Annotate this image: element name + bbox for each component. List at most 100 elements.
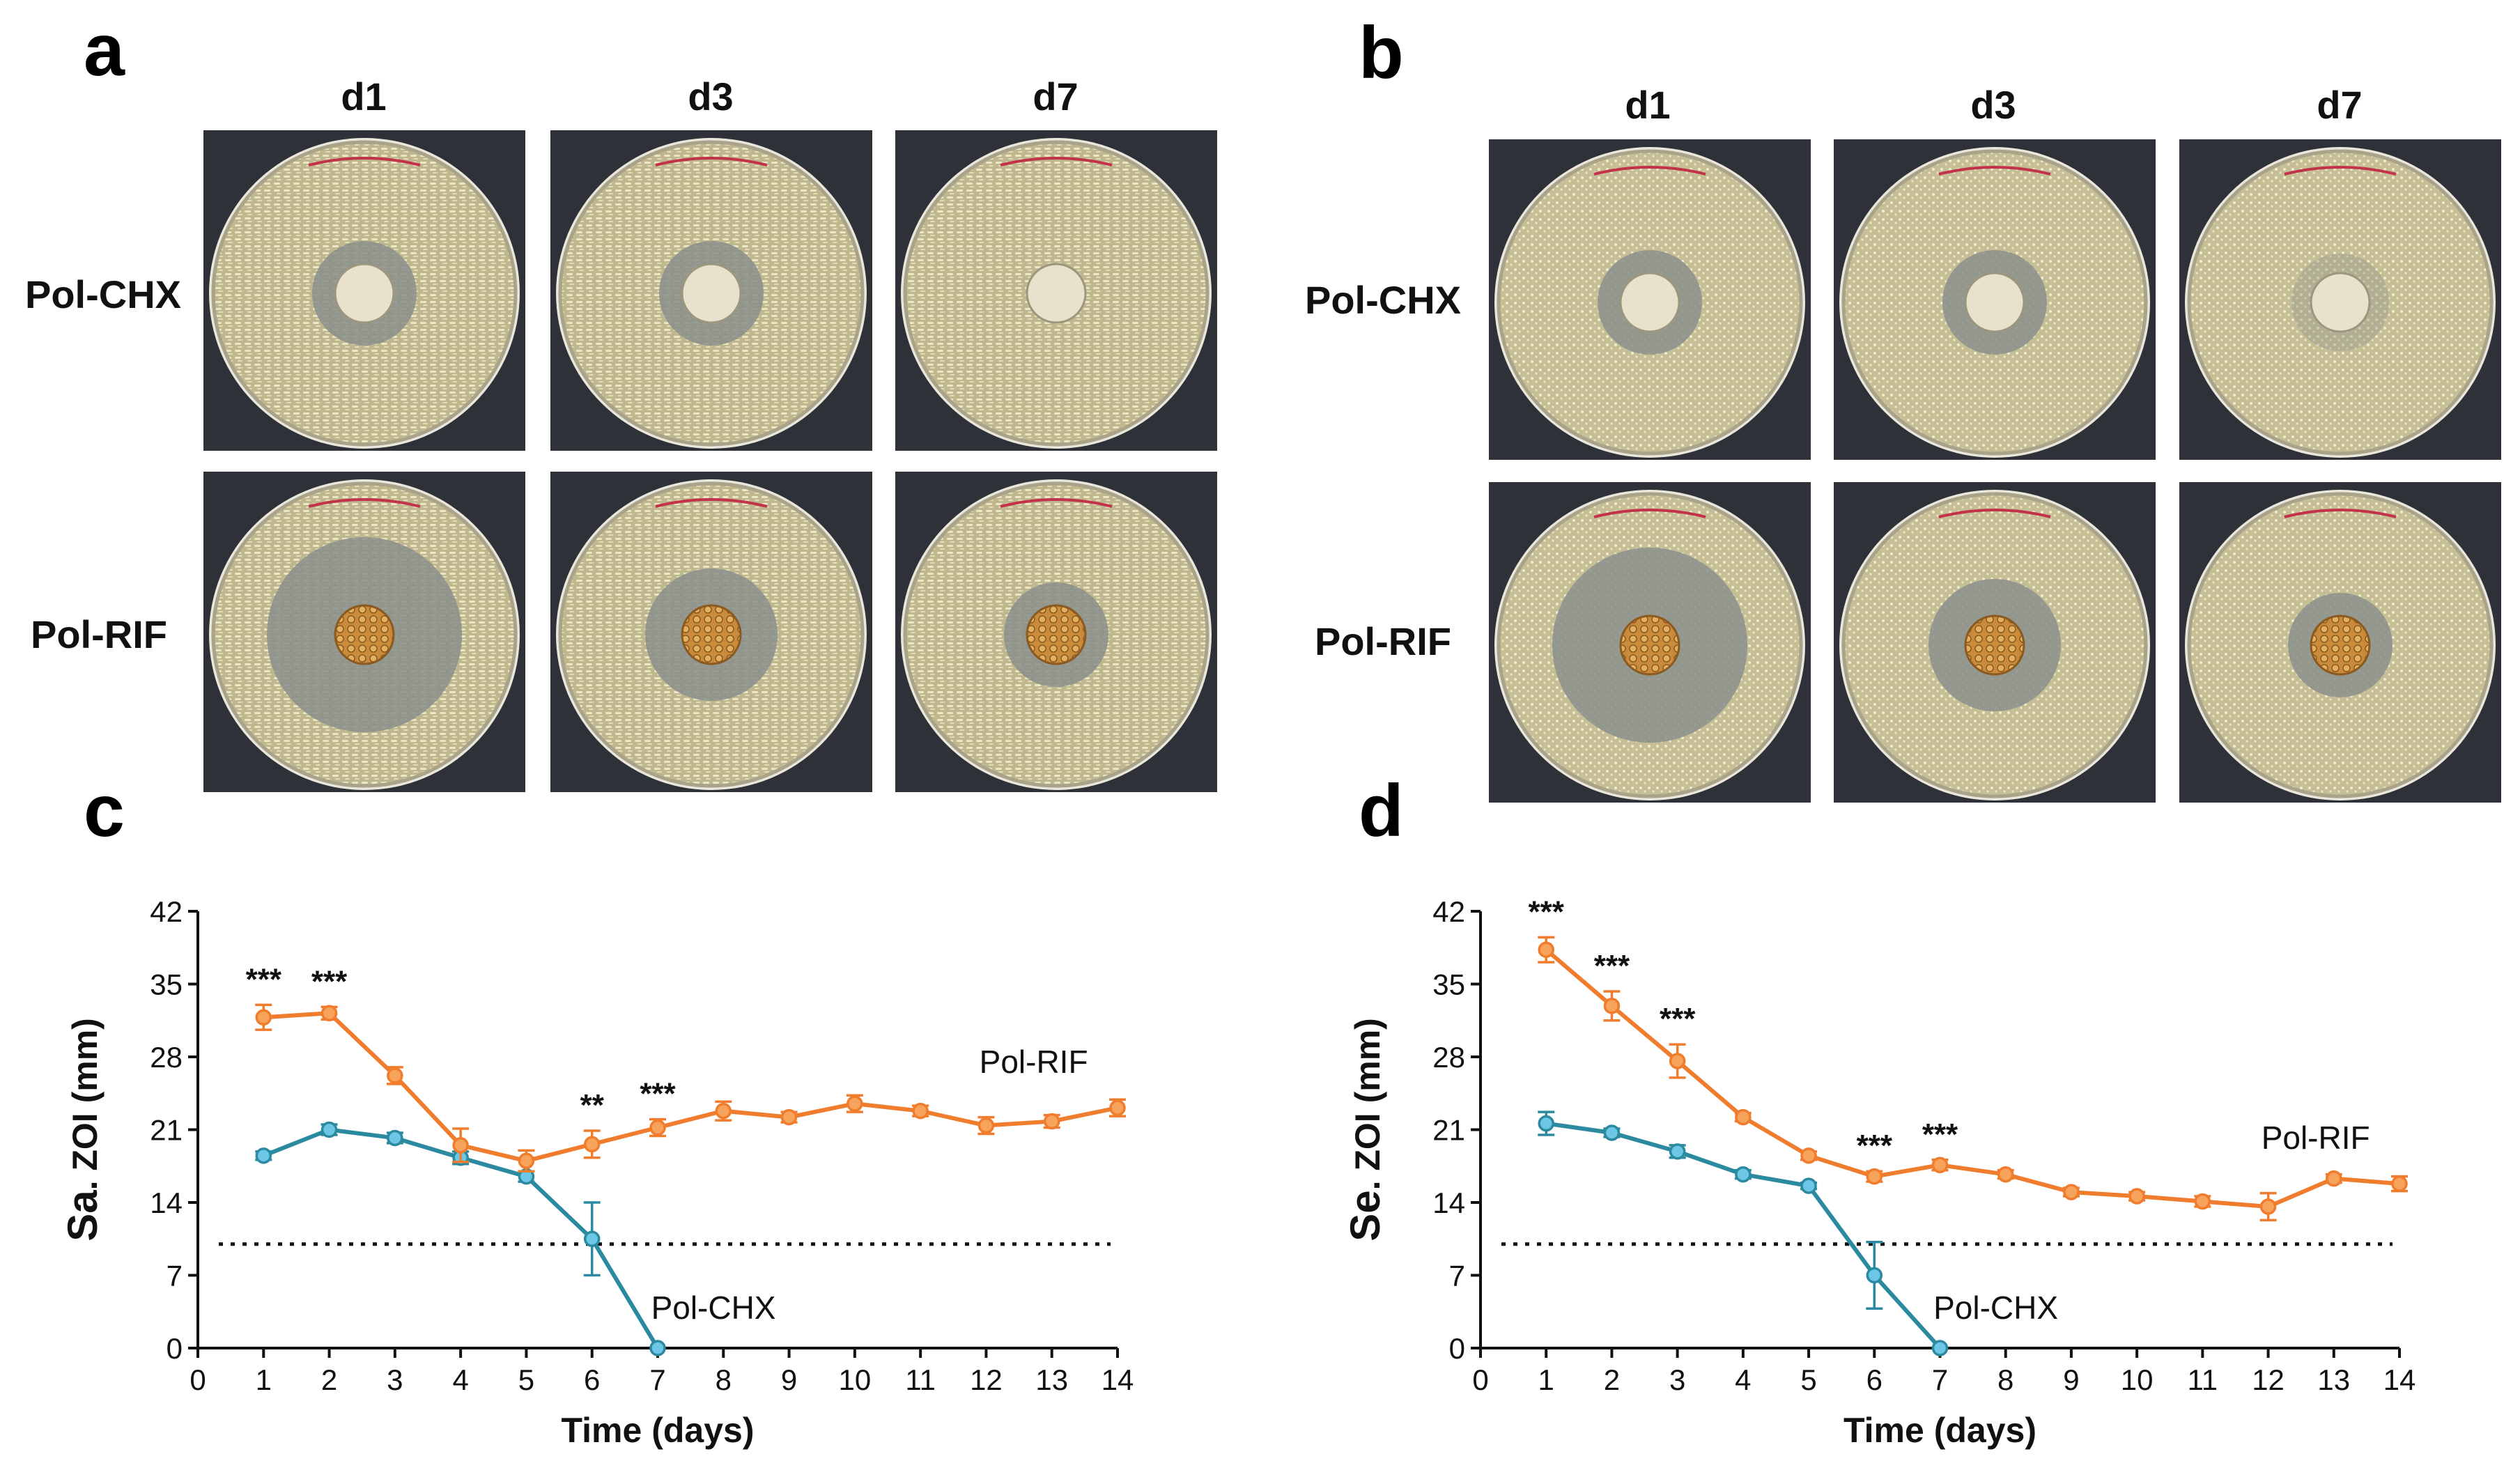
data-point-rif [1603,998,1621,1014]
dish-edge [558,140,865,447]
handwritten-dish-label [1938,166,2051,176]
y-tick-label: 21 [1432,1114,1465,1147]
series-label-rif: Pol-RIF [2262,1120,2370,1156]
data-point-chx [1538,1115,1554,1132]
x-tick-label: 2 [321,1363,337,1396]
data-point-rif [2194,1193,2211,1210]
y-tick-label: 0 [167,1332,183,1365]
data-point-rif [518,1152,535,1170]
data-point-rif [1997,1166,2014,1183]
significance-marker: ** [580,1088,605,1122]
data-point-rif [1866,1168,1883,1185]
panel-b-col-d1: d1 [1625,83,1670,127]
data-point-rif [2259,1198,2277,1215]
y-tick-label: 28 [1432,1041,1465,1074]
data-point-rif [1669,1053,1686,1069]
y-tick-label: 42 [150,895,183,928]
scaffold-sample [2310,272,2371,333]
dish-photo-b-pol-rif-d3 [1834,482,2156,803]
dish-photo-a-pol-rif-d3 [550,472,872,792]
data-point-rif [1800,1147,1817,1164]
panel-c-letter: c [84,770,125,852]
data-point-rif [2063,1184,2080,1200]
x-tick-label: 1 [1538,1363,1554,1396]
series-line-rif [1545,947,2400,1209]
scaffold-sample [1026,263,1087,324]
data-point-rif [1735,1108,1752,1126]
x-tick-label: 11 [905,1363,936,1396]
dish-edge [211,481,518,788]
y-axis-title-species: Sa [59,1190,106,1241]
significance-marker: *** [1857,1129,1893,1163]
y-tick-label: 21 [150,1114,183,1147]
data-point-rif [1109,1099,1126,1116]
x-tick-label: 4 [1735,1363,1751,1396]
y-tick-label: 14 [1432,1186,1465,1219]
y-tick-label: 0 [1449,1332,1465,1365]
scaffold-sample [1964,614,2025,676]
scaffold-sample [334,263,395,324]
data-point-rif [780,1108,798,1126]
panel-a-col-d1: d1 [341,75,386,118]
panel-b-letter: b [1359,12,1404,94]
handwritten-dish-label [1593,166,1706,176]
panel-a-row-pol-chx: Pol-CHX [25,272,181,316]
panel-a-row-pol-rif: Pol-RIF [31,612,167,656]
x-tick-label: 9 [781,1363,797,1396]
y-axis-title-unit: . ZOI (mm) [1348,1018,1387,1190]
data-point-chx [1735,1166,1752,1183]
panel-a-letter: a [84,9,125,91]
x-tick-label: 10 [2121,1363,2154,1396]
data-point-rif [2391,1175,2408,1192]
x-tick-label: 5 [1800,1363,1816,1396]
dish-photo-b-pol-chx-d3 [1834,139,2156,460]
dish-edge [1841,149,2148,456]
handwritten-dish-label [2284,166,2397,176]
y-tick-label: 42 [1432,895,1465,928]
data-point-chx [1800,1177,1817,1194]
data-point-rif [649,1119,666,1136]
x-tick-label: 12 [2252,1363,2285,1396]
handwritten-dish-label [308,157,421,167]
data-point-rif [1931,1156,1949,1174]
data-point-chx [649,1340,666,1356]
x-tick-label: 3 [1669,1363,1685,1396]
dish-photo-a-pol-rif-d1 [203,472,525,792]
x-tick-label: 10 [838,1363,871,1396]
handwritten-dish-label [1593,509,1706,518]
x-tick-label: 2 [1604,1363,1620,1396]
y-axis-title: Sa. ZOI (mm) [59,1018,106,1241]
x-tick-label: 7 [1932,1363,1948,1396]
y-tick-label: 28 [150,1041,183,1074]
series-rif [255,1003,1126,1173]
y-axis-title-species: Se [1342,1190,1389,1241]
panel-b-row-pol-chx: Pol-CHX [1305,278,1461,322]
data-point-rif [2128,1188,2145,1205]
y-tick-label: 7 [1449,1260,1465,1292]
y-axis-title-unit: . ZOI (mm) [65,1018,105,1190]
x-tick-label: 5 [518,1363,534,1396]
x-tick-label: 12 [970,1363,1003,1396]
y-tick-label: 7 [167,1260,183,1292]
petri-dish-photos [203,130,2501,803]
dish-edge [903,481,1209,788]
data-point-rif [387,1067,403,1084]
x-axis-title: Time (days) [562,1411,755,1450]
handwritten-dish-label [655,498,768,508]
data-point-rif [320,1005,338,1022]
data-point-rif [1043,1113,1060,1130]
dish-edge [903,140,1209,447]
panel-a-col-d7: d7 [1033,75,1078,118]
dish-photo-b-pol-chx-d7 [2179,139,2501,460]
dish-photo-a-pol-chx-d3 [550,130,872,451]
data-point-chx [1603,1124,1621,1141]
x-tick-label: 3 [387,1363,403,1396]
y-tick-label: 14 [150,1186,183,1219]
handwritten-dish-label [308,498,421,508]
scaffold-sample [1619,614,1680,676]
panel-d-letter: d [1359,770,1404,852]
data-point-chx [1866,1267,1883,1284]
data-point-rif [255,1009,272,1026]
